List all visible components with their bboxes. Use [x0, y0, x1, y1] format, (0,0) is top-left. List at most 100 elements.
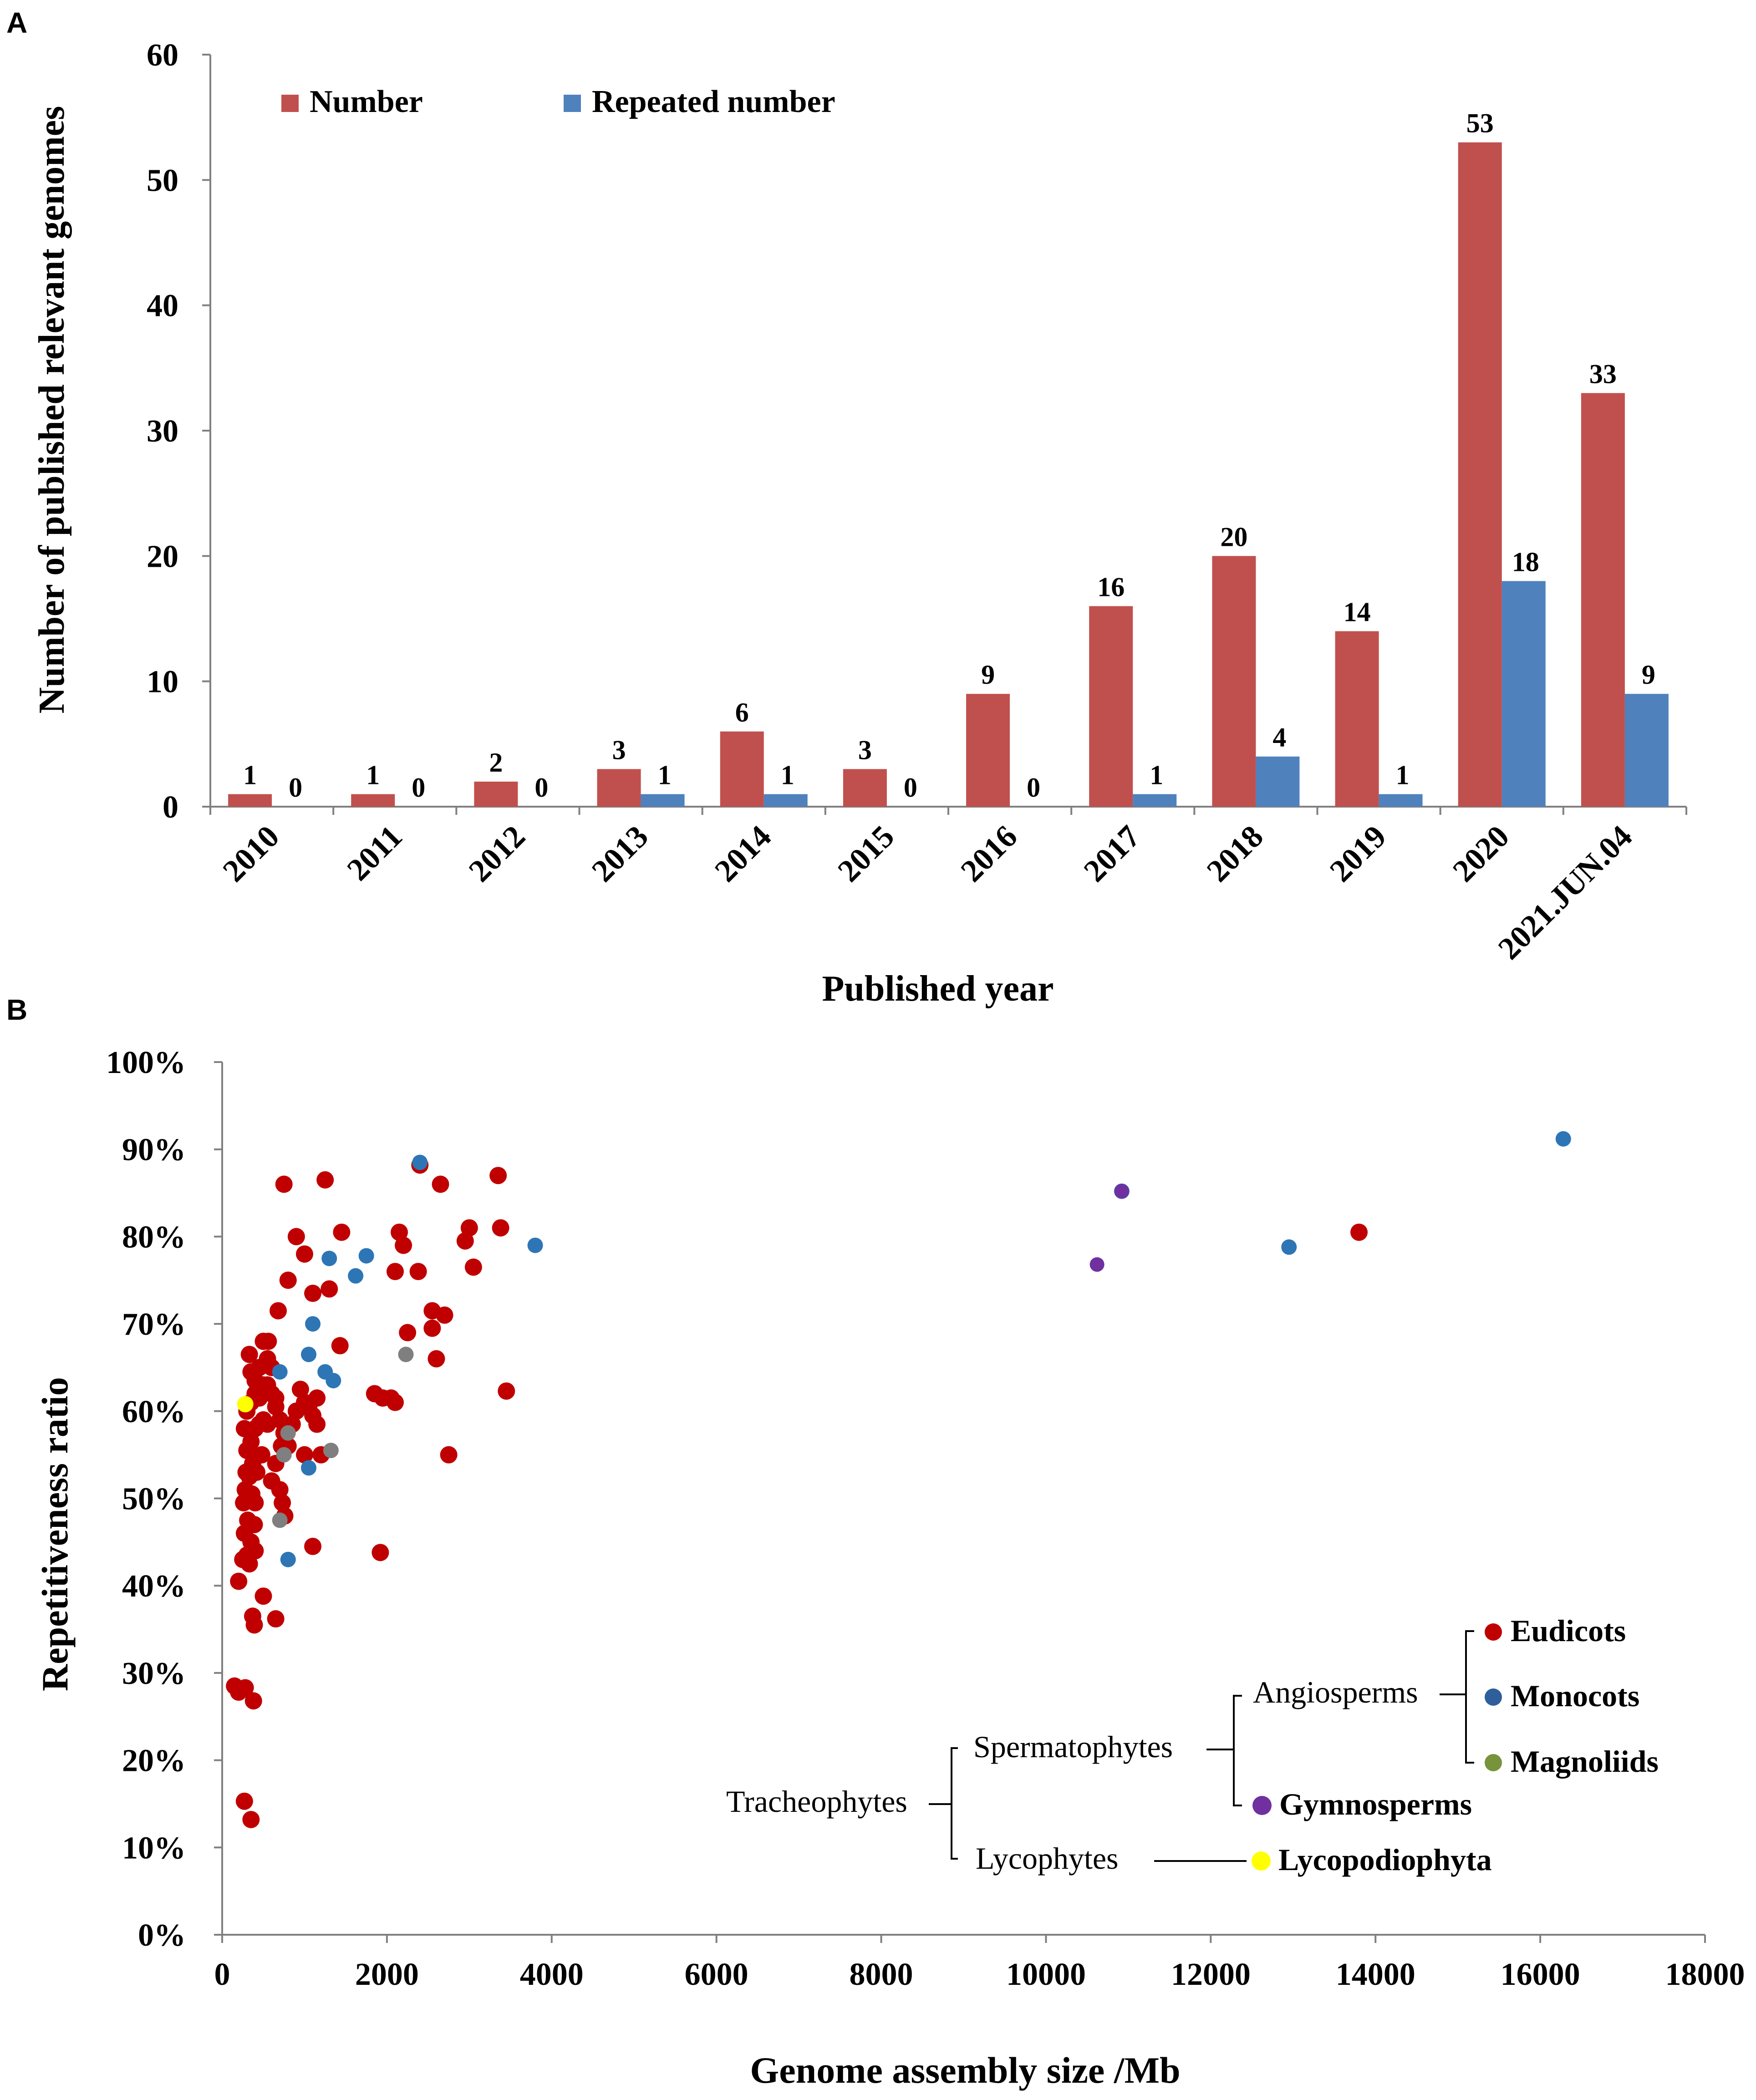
gymnosperms-point [1089, 1257, 1104, 1272]
eudicots-point [395, 1236, 412, 1254]
gymnosperms-legend-dot [1252, 1796, 1272, 1815]
eudicots-point [460, 1219, 478, 1237]
tree-root-bracket [951, 1747, 958, 1860]
x-tick-label: 10000 [1006, 1957, 1086, 1992]
panel-b-scatter-chart: B 0% 10% 20% 30% 40% 50% 60% 70% 80% 90% 100% 0 200… [6, 993, 1745, 2091]
eudicots-point [230, 1572, 248, 1590]
lycopodiophyta-legend-dot [1252, 1851, 1271, 1871]
eudicots-point [270, 1302, 287, 1320]
y-tick-label: 30% [122, 1656, 186, 1691]
eudicots-point [242, 1533, 260, 1551]
repeated-number-label-2018: 4 [1272, 722, 1286, 753]
repeated-number-bar-2014 [763, 794, 808, 807]
eudicots-point [331, 1337, 349, 1355]
monocots-point [412, 1154, 428, 1170]
repeated-number-label-2020: 18 [1512, 547, 1539, 577]
number-bar-2016 [966, 694, 1010, 807]
eudicots-point [432, 1175, 449, 1193]
eudicots-point [498, 1382, 515, 1400]
eudicots-point [436, 1306, 453, 1324]
repeated-number-label-2015: 0 [904, 773, 917, 803]
eudicots-point [263, 1472, 280, 1490]
legend-repeated-number-swatch [564, 95, 581, 112]
repeated-number-bar-2020 [1502, 581, 1546, 807]
eudicots-point [409, 1263, 427, 1281]
y-tick-label: 0% [138, 1918, 186, 1953]
y-tick-label: 10 [147, 665, 178, 700]
lycophytes-label: Lycophytes [976, 1841, 1119, 1876]
eudicots-point [464, 1258, 482, 1276]
eudicots-point [304, 1285, 322, 1302]
number-bar-2021.JUN.04 [1581, 393, 1625, 807]
number-bar-2015 [843, 769, 887, 807]
number-label-2020: 53 [1466, 108, 1494, 138]
repeated-number-label-2011: 0 [412, 773, 425, 803]
monocots-point [348, 1268, 364, 1284]
monocots-legend-dot [1485, 1688, 1502, 1706]
panel-b-x-ticks: 0 2000 4000 6000 8000 10000 12000 14000 16000 180… [214, 1935, 1745, 1992]
number-bar-2017 [1089, 606, 1133, 807]
y-tick-label: 70% [122, 1307, 186, 1342]
y-tick-label: 50% [122, 1482, 186, 1517]
eudicots-point [235, 1792, 253, 1810]
panel-a-y-ticks: 0 10 20 30 40 50 60 [147, 38, 210, 825]
monocots-point [326, 1373, 341, 1388]
number-bar-2019 [1335, 631, 1379, 807]
repeated-number-bar-2019 [1379, 794, 1423, 807]
eudicots-point [386, 1393, 404, 1411]
eudicots-point [391, 1223, 408, 1241]
eudicots-point [295, 1245, 313, 1263]
eudicots-point [321, 1280, 338, 1298]
eudicots-point [489, 1167, 507, 1185]
angiosperms-label: Angiosperms [1253, 1675, 1418, 1709]
y-tick-label: 80% [122, 1220, 186, 1255]
x-tick-label: 4000 [520, 1957, 584, 1992]
eudicots-point [267, 1398, 285, 1416]
number-bar-2011 [351, 794, 395, 807]
y-tick-label: 20 [147, 539, 178, 574]
repeated-number-label-2010: 0 [289, 773, 302, 803]
number-bar-2013 [597, 769, 641, 807]
y-tick-label: 40% [122, 1569, 186, 1604]
number-label-2010: 1 [243, 760, 257, 790]
eudicots-point [372, 1544, 389, 1561]
eudicots-point [291, 1380, 309, 1398]
eudicots-point [236, 1679, 254, 1697]
eudicots-point [308, 1415, 326, 1433]
y-tick-label: 20% [122, 1744, 186, 1779]
monocots-point [1555, 1131, 1571, 1147]
y-tick-label: 60 [147, 38, 178, 73]
eudicots-point [240, 1555, 258, 1573]
eudicots-legend-dot [1485, 1623, 1502, 1641]
y-tick-label: 90% [122, 1133, 186, 1168]
eudicots-point [254, 1587, 272, 1605]
gymnosperms-point [1114, 1184, 1129, 1199]
monocots-point [300, 1460, 316, 1476]
panel-b-y-ticks: 0% 10% 20% 30% 40% 50% 60% 70% 80% 90% 100% [106, 1045, 222, 1953]
panel-b-label: B [6, 993, 27, 1026]
y-tick-label: 60% [122, 1394, 186, 1429]
monocots-point [300, 1347, 316, 1363]
spermatophytes-label: Spermatophytes [973, 1729, 1173, 1764]
magnoliids-point [398, 1347, 414, 1363]
number-label-2011: 1 [366, 760, 380, 790]
repeated-number-bar-2021.JUN.04 [1624, 694, 1669, 807]
x-tick-label: 8000 [850, 1957, 913, 1992]
panel-b-taxonomy-legend [929, 1630, 1474, 1862]
number-label-2016: 9 [981, 660, 995, 690]
eudicots-point [492, 1219, 509, 1237]
eudicots-point [287, 1228, 305, 1246]
magnoliids-point [272, 1512, 288, 1528]
number-label-2013: 3 [612, 735, 626, 765]
eudicots-point [399, 1324, 417, 1342]
eudicots-point [440, 1446, 458, 1464]
monocots-point [527, 1237, 543, 1253]
y-tick-label: 30 [147, 414, 178, 449]
eudicots-point [456, 1232, 474, 1250]
repeated-number-label-2013: 1 [658, 760, 672, 790]
repeated-number-label-2021.JUN.04: 9 [1642, 660, 1655, 690]
x-tick-label: 6000 [685, 1957, 748, 1992]
eudicots-point [386, 1263, 404, 1281]
repeated-number-label-2017: 1 [1150, 760, 1163, 790]
